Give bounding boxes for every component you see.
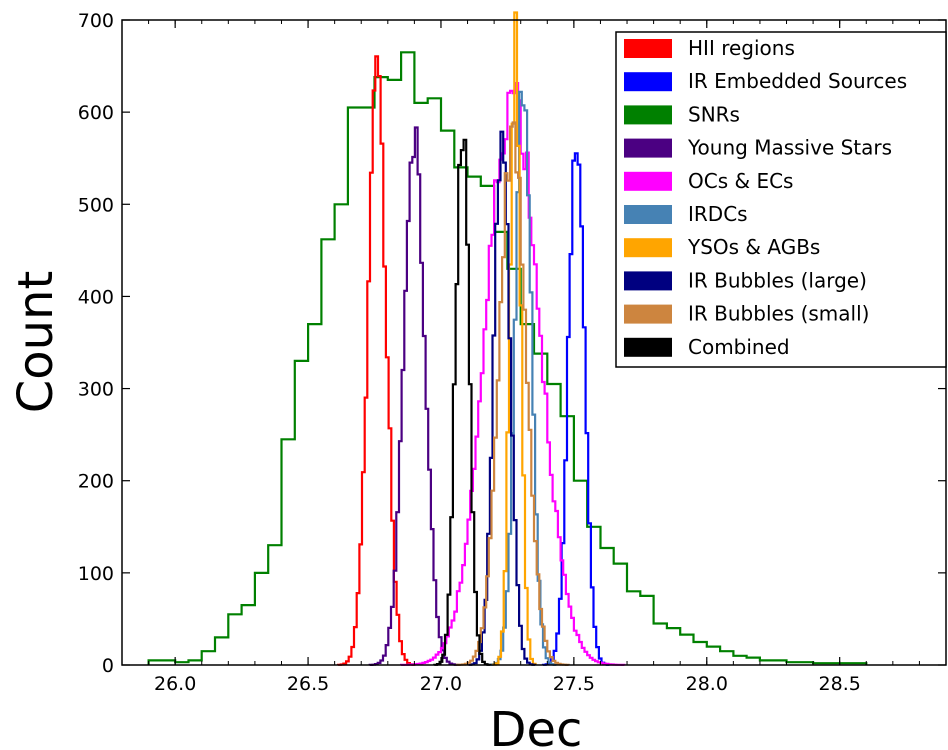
y-tick-label: 400 <box>78 286 114 308</box>
series-ysos-agbs <box>492 11 537 666</box>
series-ir-bubbles-small <box>455 121 570 666</box>
y-tick-label: 700 <box>78 10 114 32</box>
y-axis-title: Count <box>8 271 64 414</box>
legend-label-irdcs: IRDCs <box>688 202 748 226</box>
x-tick-label: 26.0 <box>154 673 196 695</box>
series-young-massive-stars <box>368 126 459 666</box>
series-combined <box>433 138 492 666</box>
series-snrs <box>147 51 868 665</box>
plot-series <box>147 11 868 666</box>
legend-swatch-irdcs <box>624 205 672 224</box>
y-tick-label: 0 <box>102 655 114 677</box>
x-axis-title: Dec <box>490 702 583 750</box>
legend-swatch-snrs <box>624 105 672 125</box>
legend-label-ir-bubbles-large: IR Bubbles (large) <box>688 268 867 292</box>
legend-swatch-young-massive-stars <box>624 138 672 158</box>
legend-label-combined: Combined <box>688 335 790 359</box>
y-tick-label: 600 <box>78 102 114 124</box>
legend-label-ir-bubbles-small: IR Bubbles (small) <box>688 302 869 326</box>
x-axis-ticks: 26.0 26.5 27.0 27.5 28.0 28.5 <box>121 20 947 695</box>
legend-swatch-ir-bubbles-large <box>624 271 672 291</box>
legend-label-ir-embedded-sources: IR Embedded Sources <box>688 69 907 93</box>
series-ir-bubbles-large <box>467 130 537 666</box>
legend-swatch-ir-bubbles-small <box>624 304 672 324</box>
x-tick-label: 28.5 <box>819 673 861 695</box>
series-ocs-ecs <box>400 82 626 666</box>
legend-label-snrs: SNRs <box>688 102 740 126</box>
legend-swatch-ocs-ecs <box>624 171 672 191</box>
legend: HII regions IR Embedded Sources SNRs Young … <box>615 31 947 368</box>
legend-label-young-massive-stars: Young Massive Stars <box>687 136 892 160</box>
legend-swatch-ir-embedded-sources <box>624 72 672 92</box>
legend-swatch-hii-regions <box>624 39 672 58</box>
legend-label-ysos-agbs: YSOs & AGBs <box>687 235 820 259</box>
legend-swatch-ysos-agbs <box>624 238 672 258</box>
x-tick-label: 27.0 <box>420 673 462 695</box>
y-tick-label: 300 <box>78 379 114 401</box>
y-tick-label: 100 <box>78 563 114 585</box>
y-tick-label: 200 <box>78 471 114 493</box>
x-tick-label: 26.5 <box>287 673 329 695</box>
legend-label-hii-regions: HII regions <box>688 36 795 60</box>
y-tick-label: 500 <box>78 194 114 216</box>
x-tick-label: 27.5 <box>553 673 595 695</box>
series-ir-embedded-sources <box>541 152 611 666</box>
legend-label-ocs-ecs: OCs & ECs <box>688 169 793 193</box>
x-tick-label: 28.0 <box>686 673 728 695</box>
y-axis-ticks: 0 100 200 300 400 500 600 700 <box>78 10 946 677</box>
series-hii-regions <box>337 55 417 666</box>
legend-swatch-combined <box>624 337 672 357</box>
